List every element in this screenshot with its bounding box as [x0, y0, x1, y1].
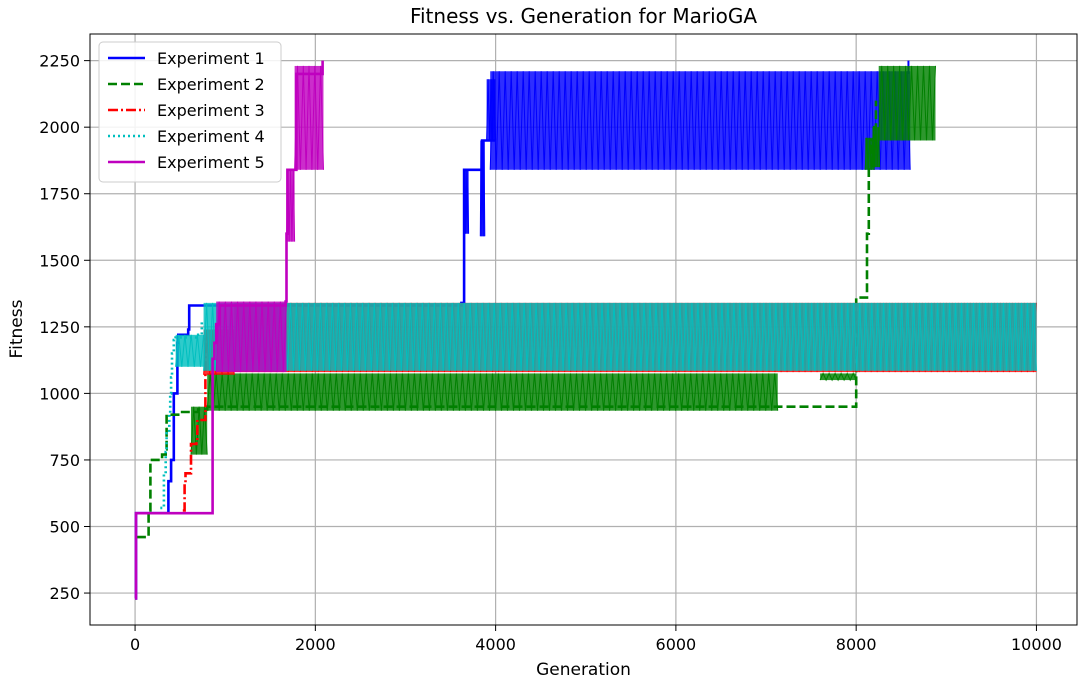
axes-frame: [89, 33, 1078, 626]
y-tick-label: 1500: [39, 251, 80, 270]
y-tick-label: 500: [49, 518, 80, 537]
series-2-band: [872, 127, 880, 168]
y-tick-label: 2250: [39, 52, 80, 71]
legend-label-3: Experiment 3: [157, 101, 265, 120]
y-tick-label: 2000: [39, 118, 80, 137]
x-axis-label: Generation: [536, 660, 631, 680]
series-2-band: [190, 406, 208, 455]
series-layer: [134, 60, 1037, 600]
y-tick-label: 250: [49, 584, 80, 603]
x-tick-label: 2000: [295, 635, 336, 654]
series-5-line: [134, 60, 324, 600]
series-1-line: [134, 139, 496, 600]
y-tick-label: 750: [49, 451, 80, 470]
series-5-band-oscillation: [215, 301, 287, 373]
series-4: [160, 302, 1037, 510]
plot-area: [134, 60, 1037, 600]
y-tick-label: 1750: [39, 185, 80, 204]
legend-label-2: Experiment 2: [157, 75, 265, 94]
x-tick-label: 4000: [475, 635, 516, 654]
series-2-band-oscillation: [878, 65, 936, 141]
legend-label-4: Experiment 4: [157, 127, 265, 146]
series-2-band: [820, 373, 857, 381]
legend-label-5: Experiment 5: [157, 153, 265, 172]
chart-title: Fitness vs. Generation for MarioGA: [410, 4, 757, 28]
series-2-band: [865, 137, 875, 170]
y-tick-label: 1000: [39, 384, 80, 403]
series-5-band-oscillation: [294, 65, 324, 170]
series-5: [134, 60, 324, 600]
series-1: [134, 60, 911, 600]
series-2: [136, 65, 936, 539]
series-4-band-oscillation: [203, 302, 1037, 371]
series-4-band-oscillation: [175, 334, 205, 367]
series-3-line: [182, 334, 207, 512]
x-tick-label: 10000: [1011, 635, 1062, 654]
x-tick-label: 6000: [656, 635, 697, 654]
series-5-band: [286, 169, 295, 242]
legend-label-1: Experiment 1: [157, 49, 265, 68]
x-tick-label: 8000: [836, 635, 877, 654]
series-2-line: [136, 100, 878, 539]
series-4-line: [160, 321, 204, 510]
y-axis-label: Fitness: [7, 299, 27, 358]
axis-ticks: 0 2000 4000 6000 8000 10000 250 500 750 1000 1250 1…: [39, 52, 1062, 654]
legend-box: [98, 41, 282, 183]
series-1-band-oscillation: [489, 71, 911, 170]
y-tick-label: 1250: [39, 318, 80, 337]
series-2-band-oscillation: [206, 373, 779, 411]
legend: Experiment 1 Experiment 2 Experiment 3 Expe…: [98, 41, 282, 183]
series-2-band-oscillation: [819, 372, 857, 382]
x-tick-label: 0: [130, 635, 140, 654]
